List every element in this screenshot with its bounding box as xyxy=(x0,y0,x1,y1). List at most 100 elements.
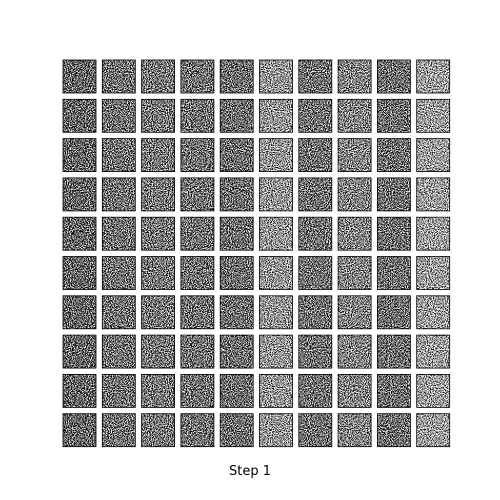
noise-image xyxy=(298,99,332,133)
tile-border xyxy=(337,216,372,251)
noise-image xyxy=(416,217,450,251)
tile-border xyxy=(298,256,333,290)
noise-image xyxy=(338,335,372,369)
tile-border xyxy=(101,373,136,408)
noise-image xyxy=(298,256,332,290)
sample-tile xyxy=(337,413,372,448)
tile-border xyxy=(376,413,411,448)
tile-border xyxy=(337,295,372,330)
tile-border xyxy=(180,138,215,173)
tile-border xyxy=(259,59,293,94)
noise-image xyxy=(259,295,293,329)
sample-tile xyxy=(219,138,254,173)
sample-tile xyxy=(219,98,254,133)
noise-image xyxy=(259,177,293,211)
sample-tile xyxy=(219,295,254,330)
noise-image xyxy=(220,99,254,133)
sample-tile xyxy=(337,256,372,290)
noise-image xyxy=(338,295,372,329)
sample-tile xyxy=(219,59,254,94)
sample-tile xyxy=(101,98,136,133)
tile-border xyxy=(62,138,97,173)
noise-image xyxy=(220,138,254,172)
noise-image xyxy=(220,217,254,251)
noise-image xyxy=(298,413,332,447)
noise-image xyxy=(102,335,136,369)
tile-border xyxy=(219,256,254,290)
sample-tile xyxy=(259,98,293,133)
sample-tile xyxy=(141,177,176,212)
sample-tile xyxy=(337,138,372,173)
sample-tile xyxy=(416,373,451,408)
sample-tile xyxy=(101,334,136,369)
tile-border xyxy=(180,98,215,133)
sample-tile xyxy=(416,177,451,212)
sample-tile xyxy=(62,138,97,173)
noise-image xyxy=(377,295,411,329)
noise-image xyxy=(377,374,411,408)
sample-tile xyxy=(62,256,97,290)
tile-border xyxy=(416,98,451,133)
tile-border xyxy=(141,413,176,448)
noise-image xyxy=(63,217,96,251)
tile-border xyxy=(337,334,372,369)
sample-tile xyxy=(62,334,97,369)
noise-image xyxy=(416,256,450,290)
sample-tile xyxy=(141,98,176,133)
tile-border xyxy=(259,413,293,448)
noise-image xyxy=(63,60,96,93)
tile-border xyxy=(416,216,451,251)
sample-tile xyxy=(62,295,97,330)
sample-tile xyxy=(376,98,411,133)
noise-image xyxy=(298,374,332,408)
tile-border xyxy=(259,216,293,251)
tile-border xyxy=(219,216,254,251)
tile-border xyxy=(62,177,97,212)
noise-image xyxy=(102,256,136,290)
image-grid xyxy=(62,59,451,448)
noise-image xyxy=(259,413,293,447)
noise-image xyxy=(180,295,214,329)
sample-tile xyxy=(141,413,176,448)
sample-tile xyxy=(416,98,451,133)
tile-border xyxy=(62,98,97,133)
tile-border xyxy=(101,98,136,133)
noise-image xyxy=(259,99,293,133)
sample-tile xyxy=(219,256,254,290)
noise-image xyxy=(141,60,175,93)
sample-tile xyxy=(180,98,215,133)
sample-tile xyxy=(376,413,411,448)
tile-border xyxy=(376,98,411,133)
noise-image xyxy=(180,99,214,133)
tile-border xyxy=(259,256,293,290)
noise-image xyxy=(220,413,254,447)
sample-tile xyxy=(141,256,176,290)
tile-border xyxy=(219,295,254,330)
tile-border xyxy=(376,373,411,408)
sample-tile xyxy=(141,295,176,330)
sample-tile xyxy=(376,138,411,173)
tile-border xyxy=(259,98,293,133)
sample-tile xyxy=(180,59,215,94)
noise-image xyxy=(102,217,136,251)
noise-image xyxy=(63,413,96,447)
sample-tile xyxy=(259,256,293,290)
tile-border xyxy=(180,177,215,212)
noise-image xyxy=(141,99,175,133)
sample-tile xyxy=(337,295,372,330)
noise-image xyxy=(338,138,372,172)
tile-border xyxy=(298,177,333,212)
sample-tile xyxy=(101,59,136,94)
sample-tile xyxy=(416,413,451,448)
noise-image xyxy=(416,138,450,172)
noise-image xyxy=(338,99,372,133)
sample-tile xyxy=(298,177,333,212)
sample-tile xyxy=(101,413,136,448)
sample-tile xyxy=(337,334,372,369)
sample-tile xyxy=(180,216,215,251)
tile-border xyxy=(62,413,97,448)
noise-image xyxy=(63,177,96,211)
tile-border xyxy=(101,59,136,94)
sample-tile xyxy=(376,59,411,94)
noise-image xyxy=(141,374,175,408)
